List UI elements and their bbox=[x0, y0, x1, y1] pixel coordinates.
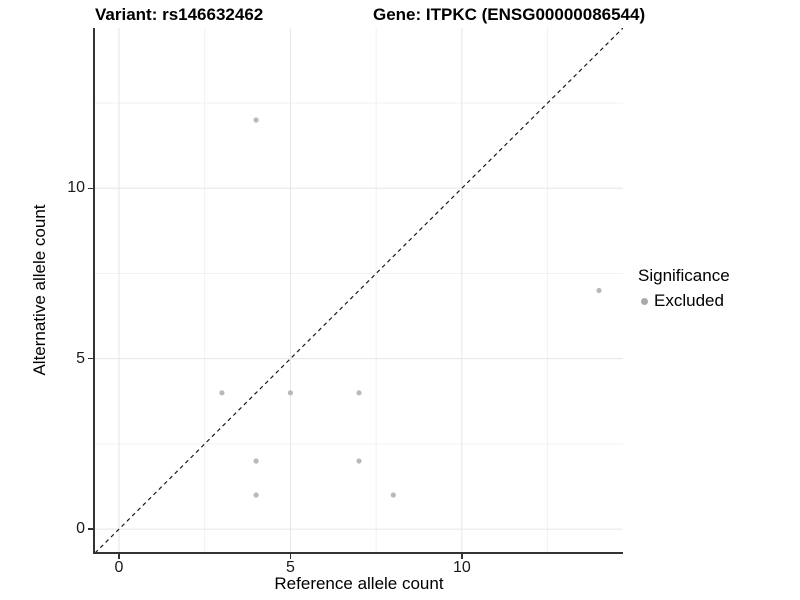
x-tick-label: 0 bbox=[114, 559, 124, 576]
identity-dashed-line bbox=[95, 28, 623, 553]
data-point bbox=[390, 492, 396, 498]
x-axis-line bbox=[93, 552, 623, 554]
legend-point-icon bbox=[641, 297, 648, 305]
y-tick-label: 5 bbox=[76, 349, 85, 367]
data-point bbox=[253, 492, 259, 498]
data-point bbox=[219, 390, 225, 396]
x-tick-mark bbox=[461, 554, 463, 559]
y-tick-label: 0 bbox=[76, 520, 85, 538]
gene-title: Gene: ITPKC (ENSG00000086544) bbox=[373, 5, 646, 24]
data-point bbox=[596, 287, 602, 294]
legend-item-excluded: Excluded bbox=[638, 291, 730, 311]
y-tick-mark bbox=[88, 357, 93, 360]
y-tick-mark bbox=[88, 528, 93, 530]
y-axis-line bbox=[93, 28, 95, 554]
x-tick-label: 5 bbox=[285, 559, 295, 576]
legend-item-label: Excluded bbox=[654, 291, 724, 310]
data-point bbox=[253, 117, 259, 123]
x-tick-mark bbox=[118, 554, 120, 559]
x-tick-label: 10 bbox=[452, 559, 471, 576]
data-point bbox=[356, 458, 362, 464]
data-point bbox=[287, 390, 293, 396]
data-point bbox=[356, 390, 362, 396]
legend: Significance Excluded bbox=[638, 266, 730, 311]
data-point bbox=[253, 458, 259, 464]
chart-panel bbox=[95, 28, 623, 553]
scatter-plot-svg bbox=[95, 28, 623, 553]
y-tick-label: 10 bbox=[67, 179, 85, 197]
x-tick-mark bbox=[289, 554, 292, 559]
x-axis-label: Reference allele count bbox=[274, 574, 444, 593]
variant-title: Variant: rs146632462 bbox=[95, 5, 264, 24]
y-axis-label-wrap: Alternative allele count bbox=[30, 120, 52, 460]
legend-title: Significance bbox=[638, 266, 730, 285]
y-tick-mark bbox=[88, 187, 93, 189]
